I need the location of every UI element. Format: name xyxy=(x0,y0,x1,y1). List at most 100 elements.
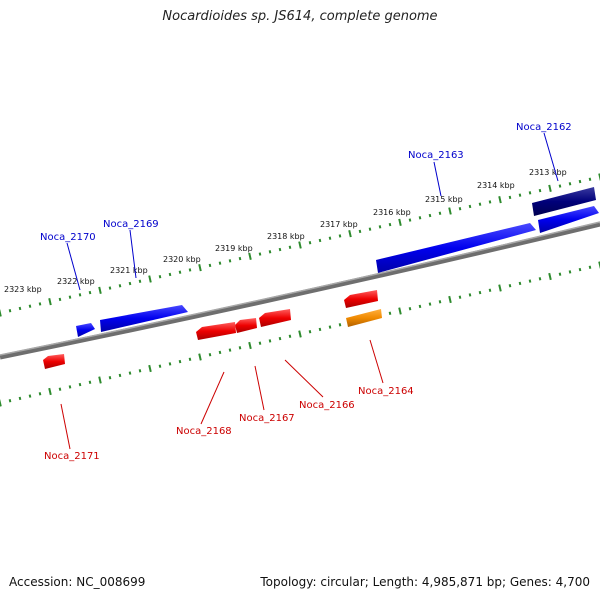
gene-arrow-noca-2164[interactable] xyxy=(344,290,378,308)
major-tick xyxy=(398,218,402,226)
gene-label-noca-2170[interactable]: Noca_2170 xyxy=(40,232,96,243)
kbp-label: 2321 kbp xyxy=(110,266,148,275)
minor-tick xyxy=(478,202,482,206)
major-tick xyxy=(148,364,152,373)
minor-tick xyxy=(588,177,592,181)
connector-noca-2164 xyxy=(369,339,384,384)
connector-noca-2168 xyxy=(200,371,225,425)
minor-tick xyxy=(368,227,372,231)
major-tick xyxy=(298,330,302,338)
gene-arrow-noca-2162[interactable] xyxy=(532,187,596,216)
gene-arrow-noca-2168[interactable] xyxy=(196,322,236,340)
gene-arrow-noca-2166[interactable] xyxy=(259,309,291,327)
gene-label-noca-2168[interactable]: Noca_2168 xyxy=(176,426,232,437)
major-tick xyxy=(448,207,452,215)
minor-tick xyxy=(438,300,442,304)
major-tick xyxy=(0,309,2,317)
gene-label-noca-2169[interactable]: Noca_2169 xyxy=(103,219,159,230)
major-tick xyxy=(348,230,352,238)
minor-tick xyxy=(38,392,42,396)
minor-tick xyxy=(468,293,472,297)
gene-label-noca-2171[interactable]: Noca_2171 xyxy=(44,451,100,462)
kbp-label: 2317 kbp xyxy=(320,220,358,229)
minor-tick xyxy=(528,279,532,283)
major-tick xyxy=(498,196,502,204)
minor-tick xyxy=(558,272,562,276)
minor-tick xyxy=(138,369,142,373)
minor-tick xyxy=(28,304,32,308)
minor-tick xyxy=(288,334,292,338)
minor-tick xyxy=(328,236,332,240)
minor-tick xyxy=(338,323,342,327)
minor-tick xyxy=(318,327,322,332)
gene-arrow-noca-2171[interactable] xyxy=(43,354,65,369)
minor-tick xyxy=(428,302,432,306)
kbp-label: 2320 kbp xyxy=(163,255,201,264)
gene-labels: Noca_2162 Noca_2163 Noca_2169 Noca_2170 … xyxy=(40,122,572,462)
minor-tick xyxy=(218,261,222,265)
major-tick xyxy=(298,241,302,249)
gene-arrow-noca-2164b[interactable] xyxy=(346,309,382,327)
major-tick xyxy=(98,376,102,384)
reverse-genes xyxy=(43,290,382,369)
minor-tick xyxy=(268,339,272,343)
minor-tick xyxy=(328,325,332,329)
minor-tick xyxy=(508,195,512,200)
minor-tick xyxy=(428,213,432,218)
major-tick xyxy=(548,272,552,281)
forward-genes xyxy=(76,187,599,337)
gene-arrow-noca-2170[interactable] xyxy=(76,323,95,337)
minor-tick xyxy=(178,270,182,274)
minor-tick xyxy=(438,211,442,215)
minor-tick xyxy=(128,371,132,375)
minor-tick xyxy=(308,330,312,334)
minor-tick xyxy=(168,362,172,366)
gene-arrow-noca-2162b[interactable] xyxy=(538,206,599,233)
kbp-labels: 2323 kbp 2322 kbp 2321 kbp 2320 kbp 2319… xyxy=(4,168,567,294)
gene-arrow-noca-2167[interactable] xyxy=(235,318,257,333)
genome-backbone-highlight xyxy=(0,221,600,356)
minor-tick xyxy=(468,204,472,209)
minor-tick xyxy=(208,353,212,357)
minor-tick xyxy=(388,222,392,227)
major-tick xyxy=(598,261,600,269)
minor-tick xyxy=(118,284,122,288)
minor-tick xyxy=(138,279,142,283)
minor-tick xyxy=(378,225,382,229)
minor-tick xyxy=(58,297,62,302)
minor-tick xyxy=(258,341,262,345)
minor-tick xyxy=(478,290,482,295)
major-tick xyxy=(198,264,202,272)
minor-tick xyxy=(118,373,122,378)
major-tick xyxy=(248,252,252,260)
minor-tick xyxy=(588,265,592,269)
minor-tick xyxy=(68,385,72,389)
minor-tick xyxy=(338,234,342,238)
gene-label-noca-2166[interactable]: Noca_2166 xyxy=(299,400,355,411)
connector-noca-2169 xyxy=(129,229,137,279)
minor-tick xyxy=(508,284,512,288)
minor-tick xyxy=(578,179,582,184)
minor-tick xyxy=(168,272,172,277)
kbp-label: 2322 kbp xyxy=(57,277,95,286)
connector-noca-2163 xyxy=(433,161,442,197)
minor-tick xyxy=(418,304,422,309)
major-tick xyxy=(98,286,102,294)
gene-arrow-noca-2163[interactable] xyxy=(376,223,536,273)
major-tick xyxy=(48,298,52,306)
gene-label-noca-2162[interactable]: Noca_2162 xyxy=(516,122,572,133)
kbp-label: 2319 kbp xyxy=(215,244,253,253)
gene-label-noca-2167[interactable]: Noca_2167 xyxy=(239,413,295,424)
major-tick xyxy=(248,341,252,350)
minor-tick xyxy=(278,247,282,252)
minor-tick xyxy=(108,286,112,290)
minor-tick xyxy=(128,281,132,286)
major-tick xyxy=(598,173,600,181)
major-tick xyxy=(198,353,202,361)
gene-arrow-noca-2169[interactable] xyxy=(100,305,188,332)
major-tick xyxy=(148,275,152,283)
minor-tick xyxy=(288,245,292,249)
gene-label-noca-2163[interactable]: Noca_2163 xyxy=(408,150,464,161)
gene-label-noca-2164[interactable]: Noca_2164 xyxy=(358,386,414,397)
